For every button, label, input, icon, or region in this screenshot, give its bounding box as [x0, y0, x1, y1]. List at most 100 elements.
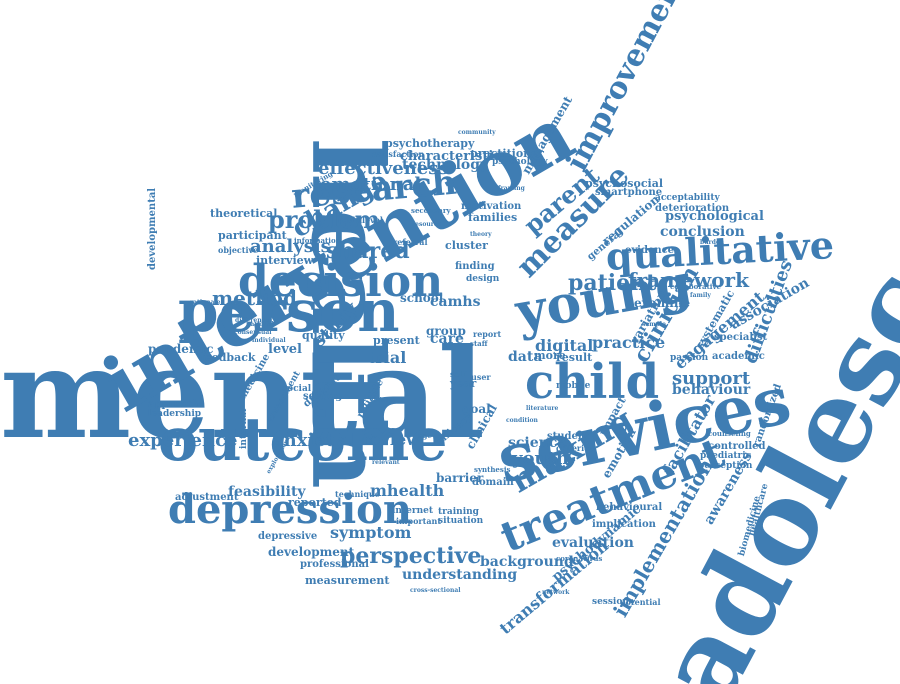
word-framing: framing [498, 185, 525, 192]
word-characteristic: characteristic [400, 149, 502, 164]
word-measurement: measurement [305, 574, 390, 587]
word-training: training [438, 507, 479, 517]
word-important: important [396, 516, 442, 526]
word-shared: shared [326, 238, 410, 264]
word-improvement: improvement [559, 0, 695, 178]
word-user: user [471, 372, 491, 382]
word-academic: academic [712, 351, 765, 362]
word-consensual: consensual [234, 329, 272, 336]
word-internet: internet [392, 506, 434, 516]
word-mhealth: mhealth [370, 481, 445, 500]
word-school: school [400, 291, 444, 305]
word-age: age [418, 431, 432, 440]
word-technique: technique [335, 489, 380, 499]
word-mobile: mobile [556, 381, 591, 391]
word-synthesis: synthesis [474, 465, 511, 474]
word-psychological: psychological [665, 209, 764, 224]
word-coronavirus: coronavirus [556, 554, 603, 563]
word-psychosocial: psychosocial [585, 177, 664, 190]
word-evidence: evidence [625, 245, 675, 256]
word-conclusion: conclusion [660, 224, 745, 240]
word-resource: resource [412, 221, 442, 228]
word-background: background [480, 554, 574, 570]
word-depressive: depressive [258, 531, 318, 542]
word-deterioration: deterioration [655, 203, 730, 214]
word-paediatric: paediatric [700, 451, 752, 461]
word-difference: difference [235, 317, 270, 324]
word-technology: technology [402, 157, 489, 173]
word-psychotherapy: psychotherapy [385, 137, 475, 150]
word-finding: finding [455, 261, 495, 272]
word-information: information [294, 236, 341, 245]
word-depression: depression [168, 486, 412, 533]
word-problem: problem [268, 205, 380, 234]
word-result: result [556, 351, 593, 364]
word-design: design [466, 274, 500, 284]
word-practice: practice [592, 333, 666, 352]
word-feasibility: feasibility [228, 484, 306, 500]
word-decision: decision [238, 256, 444, 307]
word-experience: experience [128, 430, 238, 451]
word-development: development [268, 545, 355, 559]
word-collaborative: collaborative [670, 282, 721, 291]
word-social: social [282, 384, 312, 394]
word-symptom: symptom [330, 523, 412, 542]
word-reported: reported [288, 496, 342, 509]
word-developmental: developmental [147, 187, 158, 270]
word-mental: mental [0, 322, 485, 467]
word-child: child [525, 354, 660, 410]
word-community: community [458, 129, 496, 136]
word-perspective: perspective [340, 543, 482, 569]
word-multilevel: multilevel [338, 215, 383, 225]
word-level: level [268, 342, 302, 357]
word-review: review [362, 430, 420, 449]
word-internal: internal [239, 408, 249, 449]
word-theory: theory [470, 231, 492, 238]
word-condition: condition [506, 417, 538, 424]
word-group: group [426, 324, 466, 338]
word-families: families [468, 211, 518, 224]
word-objective: objective [218, 245, 259, 255]
word-controlled: controlled [708, 441, 766, 452]
word-feedback: feedback [200, 351, 256, 364]
word-specialist: specialist [714, 332, 768, 343]
word-patient: patient [568, 270, 657, 296]
word-professional: professional [300, 559, 369, 570]
word-participant: participant [218, 229, 287, 242]
word-secondary: secondary [411, 206, 451, 215]
word-theoretical: theoretical [210, 207, 278, 220]
word-more: more [534, 349, 566, 362]
word-criterion: criterion [556, 443, 596, 453]
word-motivation: motivation [461, 201, 522, 212]
word-science: science [508, 435, 567, 451]
word-behavioural: behavioural [596, 502, 663, 513]
word-pandemic: pandemic [148, 342, 214, 356]
word-examine: examine [634, 296, 691, 310]
word-practitioner: practitioner [470, 147, 544, 160]
word-session: session [592, 597, 629, 607]
word-emotional: emotional [320, 174, 422, 195]
word-barrier: barrier [436, 471, 484, 485]
word-present: present [373, 334, 420, 347]
word-cross-sectional: cross-sectional [410, 587, 461, 594]
word-sibling: sibling [374, 397, 397, 404]
word-network: network [542, 589, 570, 596]
word-burden: burden [700, 239, 725, 246]
word-analysis: analysis [250, 236, 331, 257]
word-care: care [430, 331, 464, 347]
word-person: person [178, 277, 400, 345]
word-cluster: cluster [445, 239, 488, 252]
word-approach: approach [148, 399, 201, 410]
word-sample: sample [642, 321, 666, 328]
word-report: report [473, 329, 502, 339]
word-anxiety: anxiety [272, 430, 345, 451]
word-referral: referral [393, 237, 428, 247]
word-satisfaction: satisfaction [372, 149, 425, 159]
word-trial: trial [368, 348, 407, 367]
word-psychology: psychology [492, 157, 548, 167]
word-setting: setting [303, 391, 343, 402]
word-rationale: rationale [190, 299, 221, 306]
word-family: family [690, 292, 711, 299]
word-potential: potential [620, 597, 661, 607]
